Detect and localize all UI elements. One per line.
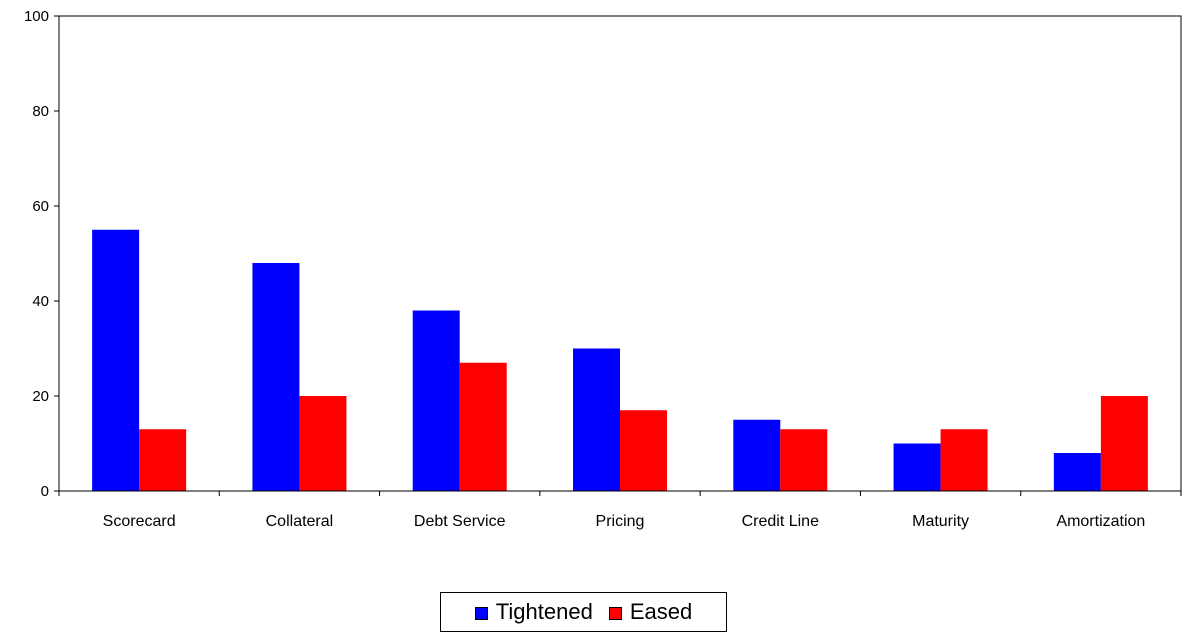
y-tick-label: 60 xyxy=(32,198,49,215)
labels-group: 0 20 40 60 80 100 Scorecard Collateral Debt Serv… xyxy=(24,8,1145,530)
bar-tightened-credit-line xyxy=(733,419,781,491)
bar-tightened-scorecard xyxy=(92,229,140,491)
x-tick-label: Maturity xyxy=(912,513,969,530)
bar-eased-amortization xyxy=(1100,396,1148,491)
x-tick-label: Scorecard xyxy=(103,513,176,530)
legend-label-eased: Eased xyxy=(629,599,693,624)
x-tick-label: Collateral xyxy=(266,513,334,530)
bar-eased-collateral xyxy=(299,396,347,491)
legend-label-tightened: Tightened xyxy=(495,599,593,624)
x-tick-label: Credit Line xyxy=(742,513,819,530)
x-tick-label: Pricing xyxy=(596,513,645,530)
bar-eased-scorecard xyxy=(139,429,187,491)
bar-tightened-collateral xyxy=(252,263,300,491)
y-tick-label: 100 xyxy=(24,8,49,25)
legend-swatch-eased xyxy=(608,607,622,620)
bar-tightened-pricing xyxy=(573,348,620,491)
bar-eased-credit-line xyxy=(780,429,828,491)
bar-tightened-debt-service xyxy=(412,310,460,491)
legend: Tightened Eased xyxy=(440,592,727,632)
y-tick-label: 0 xyxy=(41,483,49,500)
legend-item-eased: Eased xyxy=(608,599,693,625)
x-tick-label: Debt Service xyxy=(414,513,506,530)
bar-eased-maturity xyxy=(940,429,988,491)
bar-eased-debt-service xyxy=(459,362,507,491)
x-tick-label: Amortization xyxy=(1056,513,1145,530)
legend-swatch-tightened xyxy=(474,607,488,620)
bar-tightened-maturity xyxy=(893,443,941,491)
y-tick-label: 80 xyxy=(32,103,49,120)
bar-tightened-amortization xyxy=(1053,453,1101,491)
bars-group xyxy=(92,229,1148,491)
plot-border xyxy=(58,15,1182,492)
y-tick-label: 20 xyxy=(32,388,49,405)
legend-item-tightened: Tightened xyxy=(474,599,593,625)
y-tick-label: 40 xyxy=(32,293,49,310)
bar-eased-pricing xyxy=(620,410,667,491)
axes-group xyxy=(54,15,1182,496)
